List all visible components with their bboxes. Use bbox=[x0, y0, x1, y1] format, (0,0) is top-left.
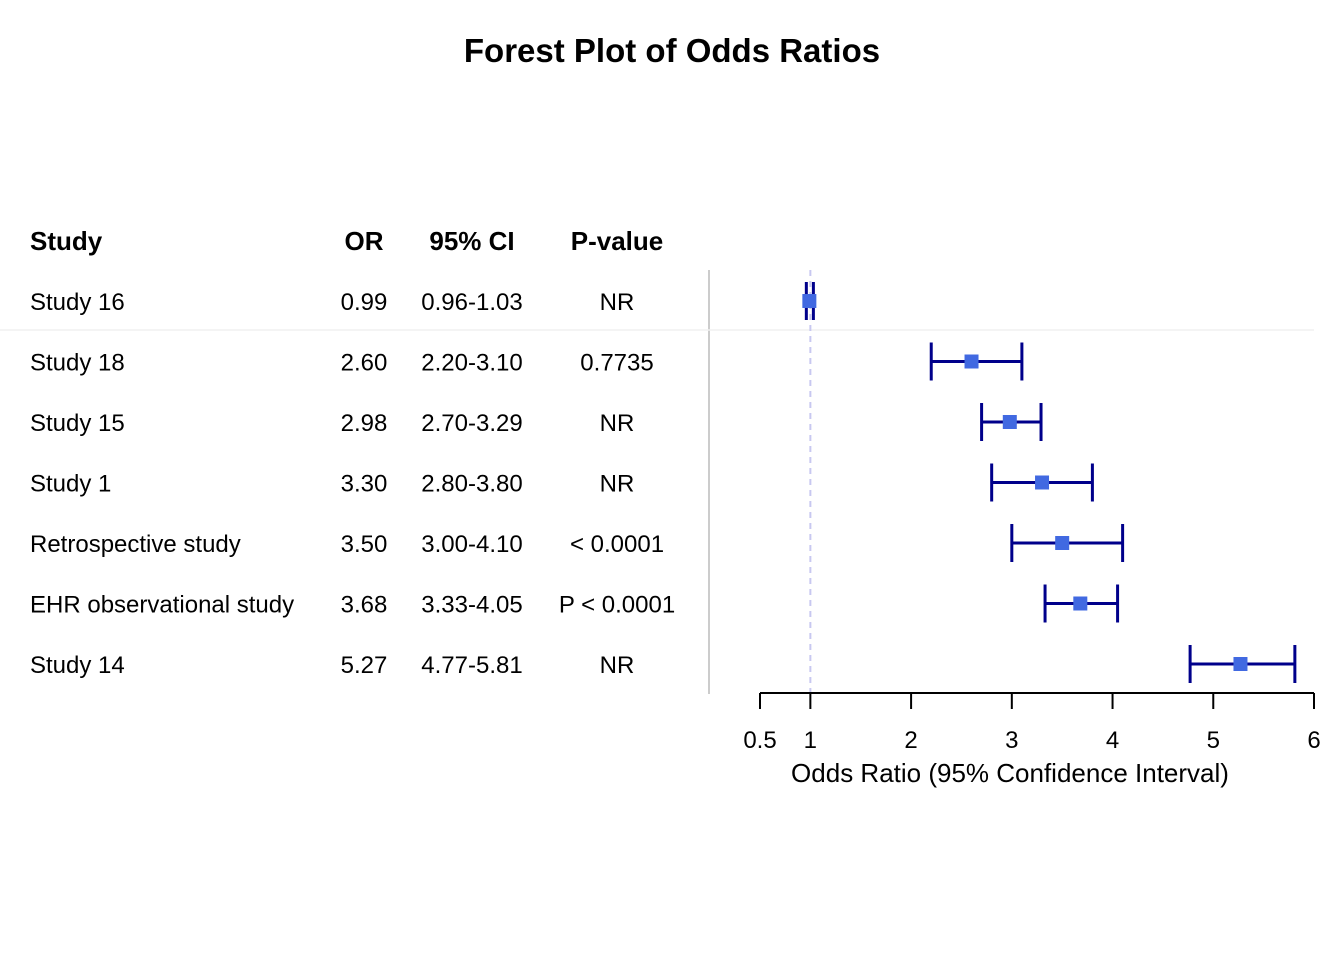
p-value: NR bbox=[600, 471, 635, 498]
or-value: 3.30 bbox=[341, 471, 388, 498]
study-label: Retrospective study bbox=[30, 531, 241, 558]
or-point bbox=[1073, 596, 1088, 611]
or-value: 2.60 bbox=[341, 350, 388, 377]
x-tick-label: 2 bbox=[904, 727, 917, 754]
p-value: NR bbox=[600, 289, 635, 316]
or-value: 3.68 bbox=[341, 592, 388, 619]
p-value: P < 0.0001 bbox=[559, 592, 675, 619]
x-tick-label: 1 bbox=[804, 727, 817, 754]
study-label: Study 15 bbox=[30, 410, 125, 437]
x-tick-label: 0.5 bbox=[743, 727, 776, 754]
or-point bbox=[1002, 415, 1017, 429]
ci-value: 2.20-3.10 bbox=[421, 350, 522, 377]
ci-value: 2.70-3.29 bbox=[421, 410, 522, 437]
ci-value: 2.80-3.80 bbox=[421, 471, 522, 498]
or-point bbox=[802, 294, 817, 308]
x-tick-label: 4 bbox=[1106, 727, 1119, 754]
or-point bbox=[1233, 657, 1248, 671]
x-axis-label: Odds Ratio (95% Confidence Interval) bbox=[791, 758, 1229, 788]
or-value: 2.98 bbox=[341, 410, 388, 437]
or-point bbox=[1035, 475, 1050, 490]
p-value: NR bbox=[600, 410, 635, 437]
or-point bbox=[964, 354, 979, 369]
ci-value: 4.77-5.81 bbox=[421, 652, 522, 679]
header-ci: 95% CI bbox=[429, 226, 514, 256]
study-label: Study 14 bbox=[30, 652, 125, 679]
or-value: 3.50 bbox=[341, 531, 388, 558]
or-value: 5.27 bbox=[341, 652, 388, 679]
study-label: Study 18 bbox=[30, 350, 125, 377]
header-or: OR bbox=[345, 226, 384, 256]
x-tick-label: 5 bbox=[1207, 727, 1220, 754]
or-value: 0.99 bbox=[341, 289, 388, 316]
ci-value: 0.96-1.03 bbox=[421, 289, 522, 316]
or-point bbox=[1055, 536, 1070, 550]
study-label: Study 16 bbox=[30, 289, 125, 316]
p-value: NR bbox=[600, 652, 635, 679]
x-tick-label: 6 bbox=[1307, 727, 1320, 754]
ci-value: 3.00-4.10 bbox=[421, 531, 522, 558]
header-study: Study bbox=[30, 226, 103, 256]
p-value: < 0.0001 bbox=[570, 531, 664, 558]
table-rows: Study 16 0.99 0.96-1.03 NR Study 18 2.60 2.20-… bbox=[30, 289, 675, 679]
header-p-value: P-value bbox=[571, 226, 664, 256]
x-axis: 0.5 1 2 3 4 5 6 bbox=[743, 692, 1321, 754]
x-tick-label: 3 bbox=[1005, 727, 1018, 754]
study-label: Study 1 bbox=[30, 471, 111, 498]
p-value: 0.7735 bbox=[580, 350, 653, 377]
ci-value: 3.33-4.05 bbox=[421, 592, 522, 619]
plot-marks bbox=[802, 270, 1297, 694]
study-label: EHR observational study bbox=[30, 592, 294, 619]
chart-title: Forest Plot of Odds Ratios bbox=[464, 32, 880, 69]
